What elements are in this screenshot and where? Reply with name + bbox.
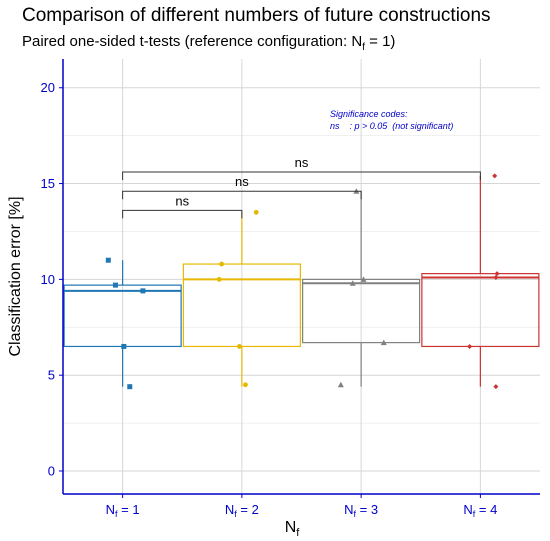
data-point xyxy=(253,209,259,215)
comparison-bracket: ns xyxy=(122,174,362,200)
x-tick-main: N xyxy=(225,502,234,517)
data-point xyxy=(360,276,367,282)
chart-title: Comparison of different numbers of futur… xyxy=(22,5,491,26)
data-point xyxy=(243,382,248,388)
bracket-label: ns xyxy=(295,155,309,170)
data-point xyxy=(237,344,242,349)
data-point xyxy=(216,276,222,282)
interquartile-box xyxy=(302,278,421,344)
subtitle-suffix: = 1) xyxy=(365,33,395,50)
x-tick-main: N xyxy=(463,502,472,517)
box-series xyxy=(63,173,540,390)
data-point xyxy=(349,280,356,286)
data-point xyxy=(492,173,498,179)
x-tick-main: N xyxy=(344,502,353,517)
bracket-line xyxy=(122,171,481,181)
box-nf4 xyxy=(421,173,540,390)
x-tick-subscript: f xyxy=(115,509,118,519)
x-tick-suffix: = 3 xyxy=(356,502,378,517)
subtitle-subscript: f xyxy=(362,42,365,53)
x-axis-title-main: N xyxy=(285,519,297,536)
x-tick-label-nf4: Nf = 4 xyxy=(463,502,497,519)
data-point xyxy=(493,384,499,390)
x-tick-suffix: = 2 xyxy=(237,502,259,517)
subtitle-prefix: Paired one-sided t-tests (reference conf… xyxy=(22,33,362,50)
minor-gridlines xyxy=(63,135,540,424)
bracket-label: ns xyxy=(235,174,249,189)
y-tick-label: 10 xyxy=(41,272,55,287)
x-tick-suffix: = 1 xyxy=(118,502,140,517)
box-nf1 xyxy=(63,257,182,390)
comparison-brackets: ns ns ns xyxy=(122,155,481,219)
data-point xyxy=(337,381,344,388)
data-point xyxy=(380,339,387,346)
y-tick-label: 20 xyxy=(41,80,55,95)
comparison-bracket: ns xyxy=(122,155,481,181)
interquartile-box xyxy=(421,273,540,348)
data-point xyxy=(121,343,127,349)
x-tick-subscript: f xyxy=(354,509,357,519)
data-point xyxy=(467,343,473,349)
bracket-line xyxy=(122,209,243,219)
data-point xyxy=(112,282,118,288)
box-nf2 xyxy=(182,209,301,388)
x-tick-subscript: f xyxy=(473,509,476,519)
significance-codes-line: ns : p > 0.05 (not significant) xyxy=(330,121,453,131)
y-tick-label: 15 xyxy=(41,176,55,191)
data-point xyxy=(127,384,133,390)
data-point xyxy=(219,261,225,267)
comparison-bracket: ns xyxy=(122,193,243,219)
x-tick-label-nf2: Nf = 2 xyxy=(225,502,259,519)
x-tick-label-nf1: Nf = 1 xyxy=(106,502,140,519)
y-tick-label: 5 xyxy=(48,368,55,383)
x-tick-subscript: f xyxy=(234,509,237,519)
data-point xyxy=(493,274,499,280)
data-point xyxy=(494,271,500,277)
x-tick-main: N xyxy=(106,502,115,517)
x-axis-title: Nf xyxy=(285,519,301,539)
y-tick-label: 0 xyxy=(48,464,55,479)
x-tick-suffix: = 4 xyxy=(475,502,497,517)
chart-subtitle: Paired one-sided t-tests (reference conf… xyxy=(22,33,395,53)
data-point xyxy=(140,288,146,294)
bracket-line xyxy=(122,190,362,200)
data-point xyxy=(105,257,111,263)
bracket-label: ns xyxy=(175,193,189,208)
significance-codes-heading: Significance codes: xyxy=(330,109,408,119)
x-axis-title-subscript: f xyxy=(296,527,300,539)
y-axis-title: Classification error [%] xyxy=(7,196,24,356)
x-tick-label-nf3: Nf = 3 xyxy=(344,502,378,519)
box-nf3 xyxy=(302,188,421,388)
